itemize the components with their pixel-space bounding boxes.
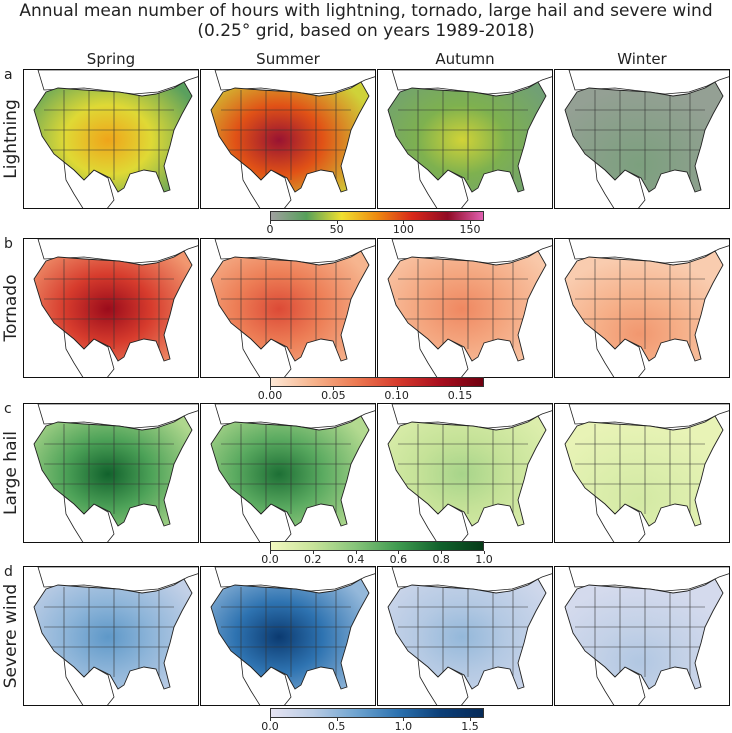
row-letter-d: d bbox=[4, 564, 13, 580]
colorbar-tick bbox=[441, 551, 443, 554]
map-panel-large-hail-winter bbox=[554, 403, 730, 543]
season-label-summer: Summer bbox=[256, 50, 320, 68]
row-letter-c: c bbox=[4, 401, 12, 417]
colorbar-tick bbox=[460, 387, 461, 390]
colorbar-tick-label: 1.5 bbox=[461, 720, 479, 733]
colorbar-tick-label: 0.15 bbox=[447, 389, 473, 402]
colorbar-tick-label: 1.0 bbox=[475, 553, 493, 566]
row-label-large-hail: Large hail bbox=[1, 431, 21, 515]
figure-title: Annual mean number of hours with lightni… bbox=[19, 1, 713, 21]
colorbar-tick bbox=[396, 387, 398, 390]
colorbar-tick-label: 50 bbox=[329, 223, 344, 236]
row-letter-b: b bbox=[4, 236, 13, 252]
colorbar-tick-label: 0.00 bbox=[257, 389, 283, 402]
colorbar-tick bbox=[470, 221, 471, 224]
season-label-winter: Winter bbox=[617, 50, 667, 68]
colorbar-tick-label: 150 bbox=[459, 223, 481, 236]
map-panel-severe-wind-summer bbox=[200, 566, 376, 706]
map-panel-severe-wind-spring bbox=[23, 566, 199, 706]
map-panel-severe-wind-autumn bbox=[377, 566, 553, 706]
row-label-lightning: Lightning bbox=[1, 99, 21, 179]
row-label-severe-wind: Severe wind bbox=[1, 583, 21, 689]
row-label-tornado: Tornado bbox=[1, 274, 21, 342]
colorbar-tick bbox=[470, 718, 471, 721]
map-panel-severe-wind-winter bbox=[554, 566, 730, 706]
colorbar-tick bbox=[333, 387, 335, 390]
colorbar-tick bbox=[270, 387, 271, 390]
map-panel-lightning-autumn bbox=[377, 69, 553, 209]
colorbar-lightning bbox=[270, 211, 484, 221]
season-label-autumn: Autumn bbox=[435, 50, 495, 68]
colorbar-large-hail bbox=[270, 541, 484, 551]
colorbar-tick bbox=[355, 551, 357, 554]
season-label-spring: Spring bbox=[86, 50, 136, 68]
map-panel-lightning-summer bbox=[200, 69, 376, 209]
colorbar-severe-wind bbox=[270, 708, 484, 718]
map-panel-large-hail-autumn bbox=[377, 403, 553, 543]
colorbar-tick-label: 0.10 bbox=[384, 389, 409, 402]
row-letter-a: a bbox=[4, 67, 13, 83]
colorbar-tick bbox=[270, 221, 271, 224]
colorbar-tornado bbox=[270, 377, 484, 387]
colorbar-tick bbox=[403, 221, 405, 224]
colorbar-tick-label: 0.0 bbox=[261, 553, 279, 566]
figure-subtitle: (0.25° grid, based on years 1989-2018) bbox=[197, 21, 535, 41]
colorbar-tick-label: 0.0 bbox=[261, 720, 279, 733]
colorbar-tick-label: 0.2 bbox=[304, 553, 322, 566]
map-panel-tornado-autumn bbox=[377, 238, 553, 378]
map-panel-tornado-summer bbox=[200, 238, 376, 378]
colorbar-tick bbox=[484, 551, 485, 554]
colorbar-tick bbox=[398, 551, 400, 554]
colorbar-tick bbox=[270, 718, 271, 721]
colorbar-tick-label: 0.5 bbox=[327, 720, 346, 733]
colorbar-tick bbox=[270, 551, 271, 554]
map-panel-tornado-winter bbox=[554, 238, 730, 378]
map-panel-lightning-winter bbox=[554, 69, 730, 209]
map-panel-tornado-spring bbox=[23, 238, 199, 378]
map-panel-large-hail-spring bbox=[23, 403, 199, 543]
colorbar-tick bbox=[312, 551, 314, 554]
colorbar-tick bbox=[336, 718, 338, 721]
colorbar-tick-label: 0 bbox=[266, 223, 274, 236]
map-panel-large-hail-summer bbox=[200, 403, 376, 543]
map-panel-lightning-spring bbox=[23, 69, 199, 209]
colorbar-tick bbox=[336, 221, 338, 224]
colorbar-tick-label: 0.6 bbox=[389, 553, 408, 566]
colorbar-tick-label: 0.05 bbox=[321, 389, 346, 402]
colorbar-tick-label: 1.0 bbox=[394, 720, 413, 733]
colorbar-tick-label: 0.4 bbox=[346, 553, 365, 566]
colorbar-tick bbox=[403, 718, 405, 721]
colorbar-tick-label: 100 bbox=[392, 223, 414, 236]
colorbar-tick-label: 0.8 bbox=[432, 553, 450, 566]
